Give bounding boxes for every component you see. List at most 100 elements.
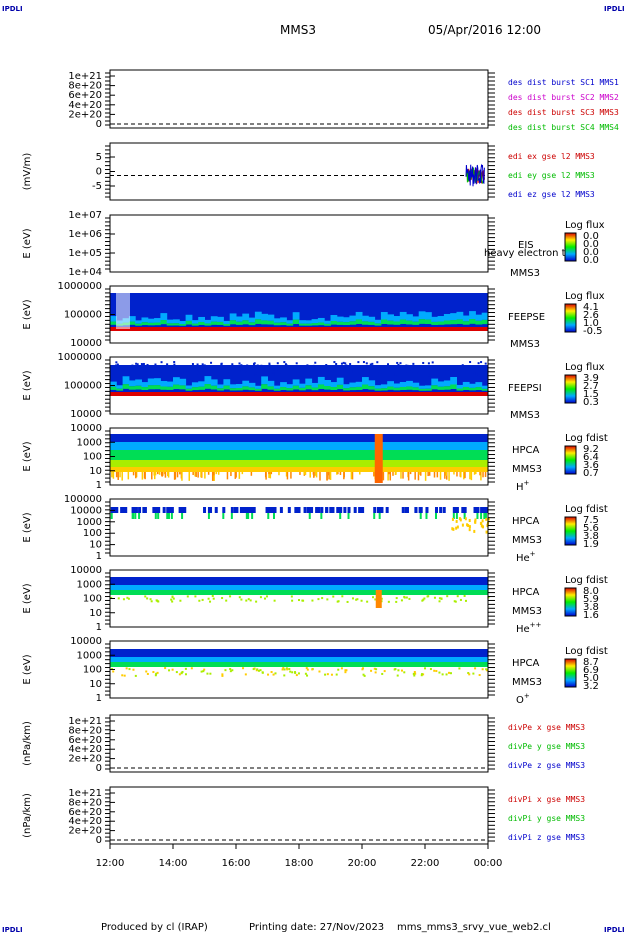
spectrogram-cell xyxy=(135,379,142,386)
spectrogram-dot xyxy=(337,668,340,671)
colorbar-title: Log fdist xyxy=(565,433,608,444)
spectrogram-dot xyxy=(246,364,249,367)
spectrogram-cell xyxy=(469,387,476,391)
spectrogram-dot xyxy=(333,361,336,364)
spectrogram-dot xyxy=(155,372,158,375)
panel-p8: 10000 1000 100 10 1 E (eV) HPCA MMS3 He++ Log fdi… xyxy=(22,565,608,635)
spectrogram-dot xyxy=(438,671,441,674)
spectrogram-dot xyxy=(121,368,124,371)
spectrogram-cell xyxy=(286,320,294,324)
spectrogram-dot xyxy=(212,597,215,600)
spectrogram-dot xyxy=(231,669,234,672)
spectrogram-dot xyxy=(483,513,486,519)
spectrogram-dot xyxy=(470,472,473,481)
spectrogram-dot xyxy=(320,507,324,513)
spectrogram-dot xyxy=(387,600,390,603)
spectrogram-dot xyxy=(115,472,118,478)
spectrogram-dot xyxy=(484,507,488,513)
spectrogram-cell xyxy=(380,388,388,391)
spacecraft-label: MMS3 xyxy=(512,535,542,546)
y-tick-label: 10000 xyxy=(70,636,102,647)
y-tick-label: 1000 xyxy=(77,650,102,661)
spectrogram-dot xyxy=(160,361,163,364)
colorbar-tick-label: 4.1 xyxy=(583,302,599,313)
spectrogram-dot xyxy=(402,472,404,479)
spectrogram-dot xyxy=(230,513,233,519)
spectrogram-dot xyxy=(176,472,179,478)
spectrogram-cell xyxy=(223,323,231,326)
spectrogram-dot xyxy=(332,595,335,598)
spectrogram-dot xyxy=(145,367,148,370)
colorbar xyxy=(564,374,577,404)
spectrogram-dot xyxy=(146,672,149,675)
spectrogram-dot xyxy=(283,361,286,364)
spectrogram-dot xyxy=(445,365,448,368)
legend-entry: des dist burst SC3 MMS3 xyxy=(508,108,619,117)
spectrogram-dot xyxy=(228,372,231,375)
spectrogram-dot xyxy=(149,367,152,370)
spectrogram-dot xyxy=(186,371,189,374)
spectrogram-cell xyxy=(481,385,489,389)
spectrogram-dot xyxy=(398,365,401,368)
spectrogram-dot xyxy=(227,373,230,376)
spectrogram-cell xyxy=(305,323,313,326)
spectrogram-dot xyxy=(287,507,291,513)
spectrogram-dot xyxy=(158,472,161,475)
spectrogram-dot xyxy=(294,507,298,513)
y-tick-label: 1e+07 xyxy=(68,210,102,221)
spectrogram-cell xyxy=(418,319,426,324)
spectrogram-dot xyxy=(321,372,324,375)
spectrogram-dot xyxy=(270,472,273,475)
spectrogram-dot xyxy=(117,472,119,480)
spectrogram-dot xyxy=(152,365,155,368)
spectrogram-dot xyxy=(356,598,359,601)
spectrogram-dot xyxy=(122,598,125,601)
spectrogram-dot xyxy=(222,507,226,513)
spectrogram-dot xyxy=(328,472,330,480)
spectrogram-cell xyxy=(456,388,464,391)
spectrogram-dot xyxy=(341,595,344,598)
spectrogram-dot xyxy=(438,597,441,600)
spectrogram-cell xyxy=(204,376,212,385)
spectrogram-dot xyxy=(224,669,227,672)
legend-entry: divPi y gse MMS3 xyxy=(508,814,585,823)
spectrogram-cell xyxy=(475,320,483,325)
y-tick-label: 1000000 xyxy=(57,352,102,363)
y-tick-label: 6e+20 xyxy=(68,735,102,746)
spectrogram-dot xyxy=(252,373,255,376)
spectrogram-cell xyxy=(141,387,149,391)
spectrogram-dot xyxy=(326,673,329,676)
spectrogram-dot xyxy=(428,472,431,476)
spectrogram-dot xyxy=(383,670,386,673)
panel-frame xyxy=(109,142,489,201)
spectrogram-feature xyxy=(375,590,382,608)
spectrogram-dot xyxy=(191,363,194,366)
spectrogram-cell xyxy=(418,311,426,320)
spectrogram-dot xyxy=(203,668,206,671)
spectrogram-dot xyxy=(145,670,148,673)
spectrogram-dot xyxy=(125,667,128,670)
spectrogram-dot xyxy=(167,513,170,519)
spectrogram-dot xyxy=(226,472,229,480)
spectrogram-dot xyxy=(173,472,176,480)
spectrogram-dot xyxy=(249,599,252,602)
spectrogram-dot xyxy=(319,368,322,371)
spectrogram-cell xyxy=(223,385,231,390)
spectrogram-cell xyxy=(450,384,457,389)
spectrogram-dot xyxy=(419,507,423,513)
spectrogram-dot xyxy=(265,472,267,480)
spectrogram-cell xyxy=(198,316,205,322)
panel-frame xyxy=(109,498,489,557)
spectrogram-dot xyxy=(412,362,415,365)
spectrogram-dot xyxy=(475,373,478,376)
spectrogram-dot xyxy=(196,363,199,366)
spectrogram-dot xyxy=(473,507,477,513)
spectrogram-dot xyxy=(214,507,218,513)
y-tick-label: 1e+04 xyxy=(68,267,102,278)
spectrogram-dot xyxy=(134,513,137,519)
spectrogram-dot xyxy=(244,673,247,676)
spectrogram-dot xyxy=(408,370,411,373)
spectrogram-cell xyxy=(336,377,344,385)
spectrogram-dot xyxy=(295,362,298,365)
